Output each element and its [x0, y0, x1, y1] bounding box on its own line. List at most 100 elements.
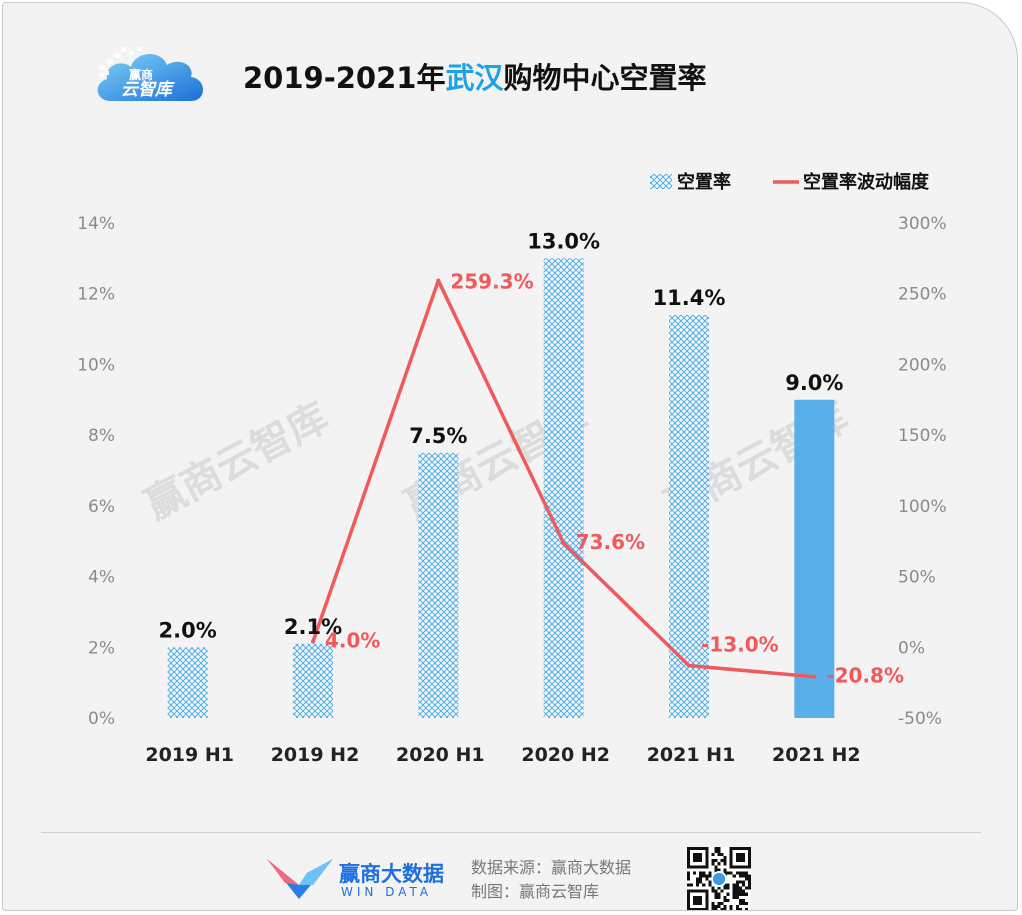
qr-module	[744, 901, 748, 905]
left-axis-tick-label: 14%	[77, 214, 115, 234]
x-axis-category-label: 2019 H1	[145, 744, 234, 766]
chart-axes: 0% 2% 4% 6% 8% 10% 12% 14% -50% 0% 50% 100% 150% 200%…	[77, 214, 946, 766]
bar-value-label: 9.0%	[785, 371, 843, 395]
line-point	[687, 663, 691, 668]
qr-module	[735, 883, 739, 887]
qr-module	[717, 853, 721, 857]
qr-module	[738, 871, 742, 875]
qr-module	[741, 874, 745, 878]
qr-module	[729, 907, 733, 910]
page-title: 2019-2021年武汉购物中心空置率	[243, 55, 707, 97]
qr-module	[741, 892, 745, 896]
qr-module	[696, 883, 700, 887]
qr-module	[735, 892, 739, 896]
qr-module	[705, 874, 709, 878]
qr-finder-core	[693, 853, 703, 863]
qr-module	[723, 871, 727, 875]
qr-module	[723, 886, 727, 890]
qr-module	[741, 901, 745, 905]
qr-module	[714, 907, 718, 910]
line-value-label: -13.0%	[701, 633, 779, 657]
qr-module	[735, 886, 739, 890]
title-pre: 2019-2021年	[243, 61, 446, 95]
line-point	[561, 541, 566, 546]
qr-finder-core	[693, 895, 703, 905]
qr-module	[702, 874, 706, 878]
qr-module	[717, 868, 721, 872]
qr-module	[711, 853, 715, 857]
qr-module	[711, 907, 715, 910]
legend-line-label: 空置率波动幅度	[803, 171, 930, 193]
qr-module	[738, 901, 742, 905]
qr-module	[738, 898, 742, 902]
qr-module	[699, 871, 703, 875]
qr-module	[723, 862, 727, 866]
qr-module	[717, 886, 721, 890]
qr-module	[711, 859, 715, 863]
line-value-label: -20.8%	[826, 664, 904, 688]
qr-module	[744, 892, 748, 896]
qr-module	[735, 880, 739, 884]
qr-module	[708, 880, 712, 884]
qr-module	[699, 877, 703, 881]
qr-module	[735, 871, 739, 875]
qr-module	[723, 856, 727, 860]
x-axis-category-label: 2020 H2	[521, 744, 610, 766]
bar-2021-h1	[669, 314, 709, 718]
qr-code[interactable]	[687, 847, 751, 910]
qr-module	[744, 871, 748, 875]
qr-module	[696, 880, 700, 884]
right-axis-tick-label: 150%	[898, 426, 947, 446]
qr-module	[705, 877, 709, 881]
qr-module	[717, 895, 721, 899]
qr-module	[741, 871, 745, 875]
qr-code-icon	[687, 847, 751, 910]
qr-module	[747, 874, 751, 878]
yingshang-cloud-logo: 赢商 云智库	[91, 43, 211, 107]
qr-module	[741, 883, 745, 887]
qr-module	[741, 898, 745, 902]
qr-module	[714, 850, 718, 854]
qr-module	[747, 880, 751, 884]
qr-module	[747, 886, 751, 890]
x-axis-category-label: 2020 H1	[396, 744, 485, 766]
left-axis-tick-label: 4%	[88, 568, 115, 588]
qr-module	[687, 871, 691, 875]
qr-module	[726, 871, 730, 875]
qr-module	[687, 877, 691, 881]
qr-module	[735, 907, 739, 910]
qr-module	[741, 889, 745, 893]
chart-legend: 空置率 空置率波动幅度	[650, 171, 930, 193]
qr-module	[732, 886, 736, 890]
qr-module	[729, 871, 733, 875]
windata-logo-icon	[267, 859, 333, 899]
qr-module	[699, 880, 703, 884]
qr-module	[738, 892, 742, 896]
qr-module	[729, 904, 733, 908]
source-note: 数据来源：赢商大数据 制图：赢商云智库	[471, 856, 631, 904]
qr-module	[714, 904, 718, 908]
brand-name-cn: 赢商大数据	[339, 862, 444, 886]
x-axis-category-label: 2019 H2	[271, 744, 360, 766]
cloud-logo-icon: 赢商 云智库	[97, 47, 203, 101]
qr-module	[714, 868, 718, 872]
title-post: 购物中心空置率	[503, 61, 707, 95]
qr-module	[726, 892, 730, 896]
qr-module	[723, 883, 727, 887]
qr-module	[714, 889, 718, 893]
qr-module	[717, 892, 721, 896]
qr-module	[726, 886, 730, 890]
line-series	[311, 278, 817, 679]
bar-value-label: 11.4%	[653, 286, 726, 310]
qr-module	[720, 907, 724, 910]
qr-module	[687, 874, 691, 878]
bar-2021-h2	[794, 399, 835, 718]
qr-module	[708, 883, 712, 887]
qr-module	[717, 850, 721, 854]
line-point	[436, 278, 441, 283]
qr-module	[711, 862, 715, 866]
title-highlight: 武汉	[445, 61, 504, 95]
bar-value-label: 2.1%	[284, 615, 342, 639]
watermark-layer: 赢商云智库 赢商云智库 赢商云智库	[138, 394, 856, 529]
data-labels: 2.0% 2.1% 7.5% 13.0% 11.4% 9.0% 4.0% 259.3% 73.6…	[159, 229, 904, 687]
